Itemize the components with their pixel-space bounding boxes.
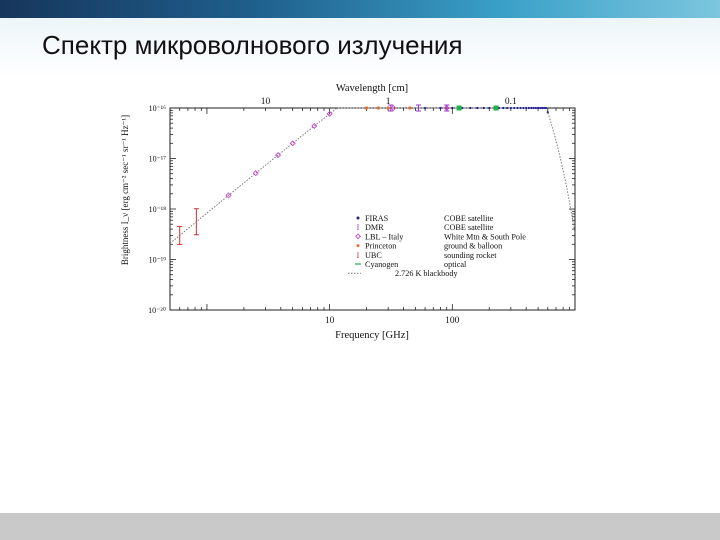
data-point xyxy=(289,140,296,147)
data-point xyxy=(386,106,390,110)
data-point xyxy=(541,106,544,110)
legend-desc: sounding rocket xyxy=(444,251,497,260)
data-point xyxy=(275,152,282,159)
data-point xyxy=(539,106,542,110)
y-tick-label: 10⁻¹⁶ xyxy=(149,104,167,113)
plot-frame xyxy=(169,107,576,311)
data-point xyxy=(522,106,525,110)
legend-desc: 2.726 K blackbody xyxy=(395,269,458,278)
slide-footer-bar xyxy=(0,513,720,540)
data-point xyxy=(519,106,522,110)
legend-desc: COBE satellite xyxy=(444,223,494,232)
axis-ticks: 10 100 10 1 0.1 10⁻¹⁶ 10⁻¹⁷ 10⁻¹⁸ 10⁻¹⁹ 10⁻²⁰ xyxy=(148,97,576,326)
legend-name: UBC xyxy=(365,251,382,260)
data-point xyxy=(311,122,318,130)
y-tick-label: 10⁻¹⁹ xyxy=(149,256,167,265)
data-point xyxy=(488,106,491,110)
data-point xyxy=(509,106,512,110)
legend-desc: White Mtn & South Pole xyxy=(444,232,526,241)
y-tick-label: 10⁻¹⁸ xyxy=(149,205,167,214)
data-point xyxy=(544,106,548,110)
legend-marker: I xyxy=(357,223,360,232)
data-point xyxy=(536,106,540,110)
legend-marker: I xyxy=(357,251,360,260)
data-point xyxy=(476,106,479,110)
top-tick-label: 0.1 xyxy=(505,97,517,107)
y-axis-label: Brightness I_ν [erg cm⁻² sec⁻¹ sr⁻¹ Hz⁻¹… xyxy=(120,115,130,265)
legend-name: DMR xyxy=(365,223,384,232)
data-point xyxy=(546,111,549,114)
data-points xyxy=(177,104,549,245)
header-accent-bar xyxy=(0,0,720,18)
legend-name: Princeton xyxy=(365,242,396,251)
legend-name: Cyanogen xyxy=(365,260,398,269)
data-point xyxy=(390,104,397,112)
legend-marker xyxy=(355,233,361,240)
top-tick-label: 1 xyxy=(386,97,391,107)
data-point xyxy=(408,106,412,110)
data-point xyxy=(513,106,516,110)
cmb-spectrum-chart: Wavelength [cm] Frequency [GHz] Brightne… xyxy=(120,83,576,341)
y-tick-label: 10⁻¹⁷ xyxy=(149,155,167,164)
data-point xyxy=(527,106,530,110)
data-point xyxy=(225,192,232,199)
slide-header: Спектр микроволнового излучения xyxy=(0,0,720,78)
data-point xyxy=(423,106,427,110)
legend-name: LBL – Italy xyxy=(365,232,404,241)
slide-title: Спектр микроволнового излучения xyxy=(42,30,463,60)
data-point xyxy=(530,106,533,110)
x-tick-label: 100 xyxy=(445,316,460,326)
data-point xyxy=(469,106,472,110)
top-tick-label: 10 xyxy=(261,97,271,107)
data-point xyxy=(451,106,454,110)
data-point xyxy=(439,106,442,110)
data-point xyxy=(443,104,450,112)
x-axis-label: Frequency [GHz] xyxy=(335,330,409,341)
data-point xyxy=(516,106,519,110)
legend-name: FIRAS xyxy=(365,214,389,223)
data-point xyxy=(364,106,369,110)
top-axis-label: Wavelength [cm] xyxy=(336,83,408,94)
legend-desc: ground & balloon xyxy=(444,242,502,251)
data-point xyxy=(534,106,537,110)
data-point xyxy=(493,105,499,111)
data-point xyxy=(326,110,333,117)
data-point xyxy=(506,106,509,110)
legend-desc: optical xyxy=(444,260,467,269)
data-point xyxy=(543,106,546,110)
legend-marker xyxy=(356,244,360,248)
data-point xyxy=(532,106,535,110)
data-point xyxy=(376,106,381,110)
data-point xyxy=(502,106,505,110)
legend-desc: COBE satellite xyxy=(444,214,494,223)
data-point xyxy=(525,106,528,110)
legend: FIRAS COBE satellite I DMR COBE satellite LBL… xyxy=(348,214,526,278)
data-point xyxy=(456,105,462,111)
y-tick-label: 10⁻²⁰ xyxy=(148,306,166,315)
x-tick-label: 10 xyxy=(325,316,335,326)
data-point xyxy=(252,170,259,177)
data-point xyxy=(482,106,485,110)
legend-marker xyxy=(356,216,360,220)
